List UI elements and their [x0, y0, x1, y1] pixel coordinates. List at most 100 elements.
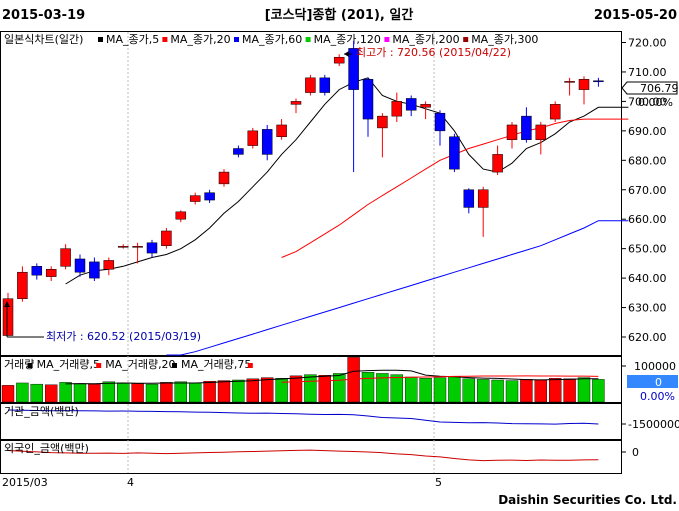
candle-body	[103, 260, 115, 270]
high-arrow-head	[344, 51, 349, 57]
volume-bar	[73, 383, 87, 403]
volume-bar	[376, 373, 389, 403]
candle-body	[305, 77, 316, 93]
volume-legend-entry: MA_거래량,75	[181, 358, 251, 371]
volume-value: 0	[655, 376, 662, 389]
candle-body	[45, 269, 57, 277]
price-tick-label: 620.00	[628, 331, 667, 344]
volume-bar	[160, 382, 173, 403]
candle-body	[506, 124, 518, 140]
candle-body	[189, 195, 201, 202]
footer-brand: Daishin Securities Co. Ltd.	[498, 493, 677, 507]
volume-bar	[390, 374, 403, 403]
candle-body	[89, 261, 100, 279]
header-date-right: 2015-05-20	[594, 8, 677, 23]
volume-bar	[520, 379, 533, 403]
volume-bar	[188, 382, 202, 403]
price-tick-label: 700.00	[628, 95, 667, 108]
legend-swatch	[463, 37, 469, 42]
low-annotation: 최저가 : 620.52 (2015/03/19)	[4, 301, 201, 343]
price-tick-label: 720.00	[628, 37, 667, 50]
candle-body	[549, 104, 561, 120]
candle-body	[2, 298, 14, 336]
low-arrow-head	[4, 301, 10, 307]
price-tick-label: 680.00	[628, 154, 667, 167]
candle-body	[132, 246, 143, 248]
x-axis-label-apr: 4	[127, 476, 134, 489]
volume-pct: 0.00%	[640, 390, 675, 403]
institution-panel-title: 기관_금액(백만)	[4, 405, 79, 418]
candle-body	[463, 189, 475, 208]
last-price-indicator: 706.79 0.00%	[621, 81, 679, 109]
volume-legend-entry: 거래량	[4, 358, 34, 371]
candle-body	[492, 154, 503, 173]
volume-bar	[145, 383, 159, 403]
candle-body	[74, 258, 86, 273]
legend-swatch	[384, 37, 390, 42]
volume-ma-lines	[65, 369, 599, 385]
candle-body	[449, 136, 460, 170]
candle-body	[391, 101, 403, 117]
candle-body	[578, 79, 590, 90]
legend-swatch	[162, 37, 168, 42]
volume-bars	[1, 357, 605, 403]
legend-entry: MA_종가,20	[170, 33, 230, 46]
price-tick-label: 660.00	[628, 213, 667, 226]
volume-value-highlight	[627, 375, 678, 388]
last-price-box	[621, 81, 678, 95]
candle-body	[117, 246, 129, 248]
legend-entry: MA_종가,300	[471, 33, 538, 46]
volume-legend-swatch	[27, 363, 33, 368]
candle-body	[333, 56, 345, 64]
volume-bar	[333, 373, 346, 403]
price-y-axis: 720.00 710.00 700.00 690.00 680.00 670.00 660.…	[622, 37, 667, 344]
panel-frames	[0, 31, 622, 474]
volume-legend-swatch	[172, 363, 177, 368]
volume-legend-swatch	[96, 363, 102, 368]
price-legend: MA_종가,5 MA_종가,20 MA_종가,60 MA_종가,120 MA_종가,20…	[98, 33, 538, 46]
volume-bar	[433, 377, 447, 403]
legend-swatch	[305, 37, 311, 42]
candle-body	[477, 189, 489, 208]
legend-entry: MA_종가,120	[314, 33, 381, 46]
volume-bar	[289, 375, 303, 403]
institution-y-tick: -1500000	[628, 418, 679, 431]
volume-ma-line	[281, 375, 599, 383]
x-axis-label-mar: 2015/03	[2, 476, 48, 489]
legend-entry: MA_종가,60	[242, 33, 302, 46]
legend-entry: MA_종가,5	[106, 33, 159, 46]
volume-bar	[534, 379, 547, 403]
volume-bar	[405, 376, 418, 403]
price-tick-label: 630.00	[628, 302, 667, 315]
month-gridlines	[127, 32, 435, 473]
candle-body	[218, 171, 230, 185]
price-tick-label: 670.00	[628, 184, 667, 197]
volume-bar	[30, 383, 43, 403]
candle-body	[521, 115, 532, 140]
price-tick-label: 710.00	[628, 66, 667, 79]
candle-body	[276, 124, 287, 137]
volume-bar	[448, 376, 461, 403]
volume-bar	[275, 378, 288, 403]
high-annotation: 최고가 : 720.56 (2015/04/22)	[344, 46, 511, 59]
volume-ma-line	[65, 369, 599, 385]
candle-body	[146, 242, 158, 254]
volume-bar	[116, 382, 130, 403]
volume-bar	[549, 378, 562, 403]
volume-bar	[102, 381, 116, 403]
candle-body	[593, 80, 604, 83]
volume-legend: 거래량 MA_거래량,5 MA_거래량,20 MA_거래량,75	[4, 358, 253, 371]
foreigner-panel-title: 외국인_금액(백만)	[4, 442, 89, 455]
institution-panel-frame	[0, 403, 622, 440]
institution-amount-line	[7, 409, 599, 425]
header-title: [코스닥]종합 (201), 일간	[265, 7, 414, 23]
low-note: 최저가 : 620.52 (2015/03/19)	[46, 330, 201, 343]
volume-bar	[131, 383, 144, 403]
price-tick-label: 650.00	[628, 243, 667, 256]
volume-bar	[261, 377, 274, 403]
volume-bar	[361, 372, 375, 403]
volume-bar	[45, 384, 58, 403]
candlesticks	[2, 40, 604, 336]
last-price: 706.79	[640, 82, 679, 95]
candle-body	[405, 98, 417, 111]
